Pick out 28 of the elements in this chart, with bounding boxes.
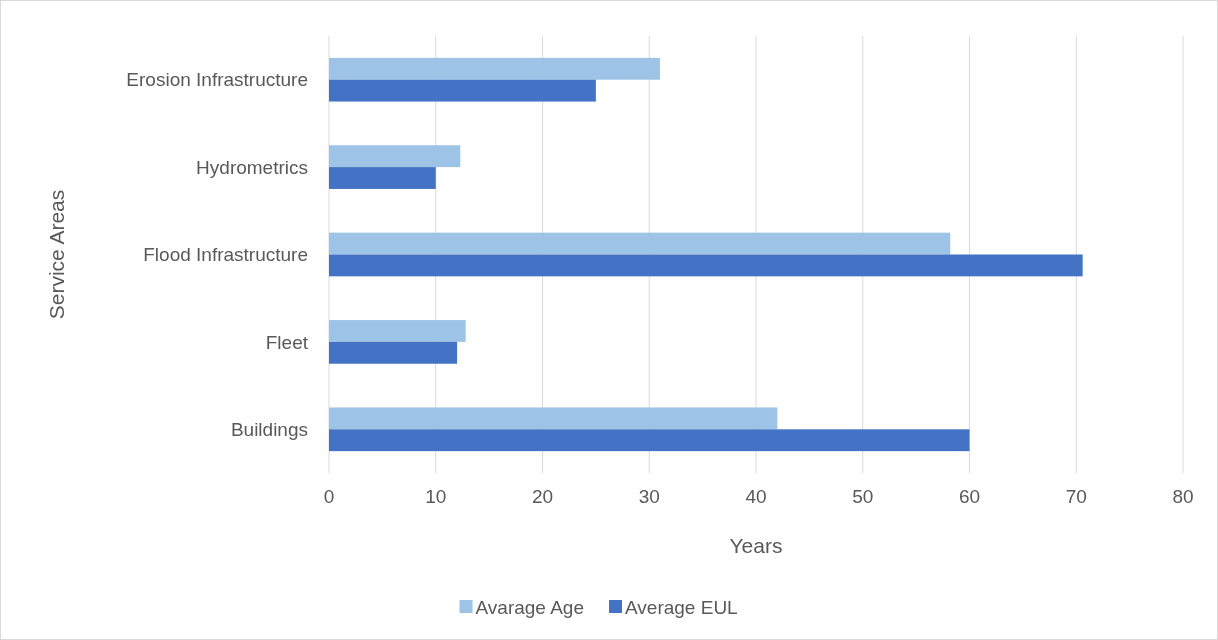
legend-label: Avarage Age bbox=[475, 596, 584, 618]
x-tick-label: 70 bbox=[1065, 486, 1087, 507]
bar bbox=[329, 167, 436, 189]
bar bbox=[329, 429, 970, 452]
x-tick-label: 60 bbox=[958, 486, 981, 507]
x-tick-label: 30 bbox=[638, 486, 660, 507]
bar bbox=[329, 79, 596, 102]
bar bbox=[329, 254, 1083, 277]
y-tick-label: Hydrometrics bbox=[196, 156, 308, 178]
legend-label: Average EUL bbox=[625, 596, 738, 618]
bar bbox=[329, 341, 458, 364]
x-tick-label: 10 bbox=[425, 486, 447, 507]
x-tick-label: 0 bbox=[323, 486, 335, 507]
y-tick-label: Erosion Infrastructure bbox=[126, 69, 308, 91]
bar bbox=[329, 57, 660, 80]
x-tick-label: 50 bbox=[852, 486, 874, 507]
y-tick-label: Buildings bbox=[230, 418, 308, 440]
x-tick-label: 40 bbox=[745, 486, 767, 507]
bar bbox=[329, 145, 461, 168]
bar bbox=[329, 407, 778, 430]
x-tick-label: 80 bbox=[1172, 486, 1194, 507]
x-tick-label: 20 bbox=[531, 486, 554, 507]
x-axis-title: Years bbox=[729, 534, 783, 557]
bar bbox=[329, 232, 951, 255]
y-tick-label: Flood Infrastructure bbox=[143, 244, 308, 266]
y-axis-title: Service Areas bbox=[45, 189, 68, 320]
y-tick-label: Fleet bbox=[265, 331, 309, 353]
bar bbox=[329, 320, 466, 342]
